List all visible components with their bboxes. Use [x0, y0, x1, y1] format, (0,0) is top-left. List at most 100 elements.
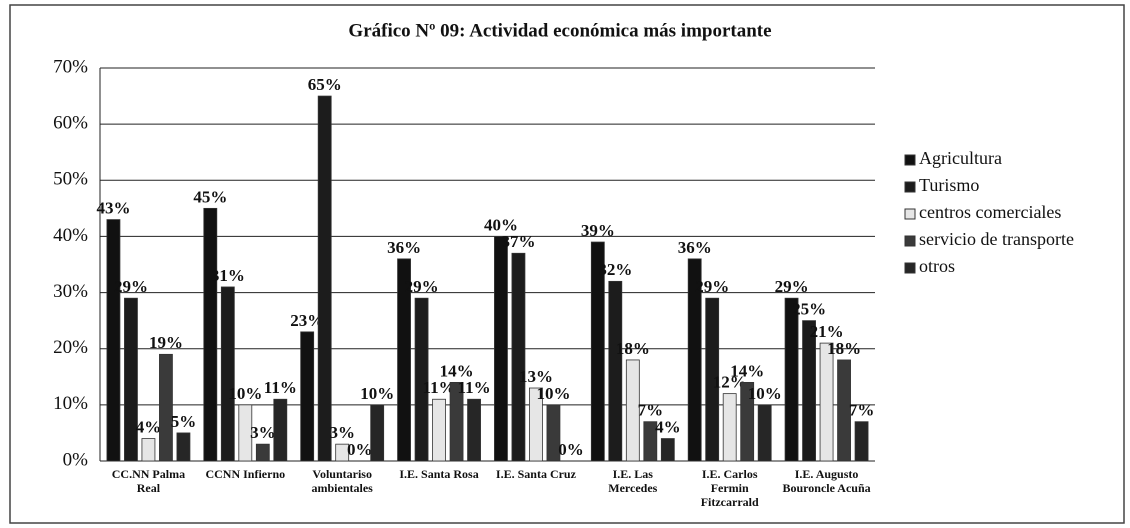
data-label: 4%: [136, 417, 162, 436]
data-label: 45%: [193, 187, 227, 206]
y-tick-label: 20%: [53, 337, 88, 358]
bar: [784, 297, 799, 462]
bar: [159, 353, 173, 462]
data-label: 31%: [211, 266, 245, 285]
data-label: 32%: [598, 260, 632, 279]
data-label: 29%: [695, 277, 729, 296]
legend-label: otros: [919, 256, 955, 276]
data-label: 37%: [501, 232, 535, 251]
data-label: 36%: [387, 238, 421, 257]
bar: [176, 432, 191, 462]
x-tick-label: I.E. Santa Cruz: [495, 467, 576, 481]
x-tick-label: I.E. Carlos Fermin Fitzcarrald: [700, 467, 759, 509]
legend-label: Turismo: [919, 175, 979, 195]
bar: [625, 359, 640, 462]
data-label: 13%: [519, 367, 553, 386]
bar: [687, 258, 702, 462]
bar: [335, 443, 350, 462]
x-tick-label: I.E. Santa Rosa: [399, 467, 479, 481]
bar: [397, 258, 411, 462]
data-label: 3%: [250, 423, 276, 442]
y-tick-label: 50%: [53, 169, 88, 190]
bar: [370, 404, 385, 462]
data-label: 11%: [423, 378, 456, 397]
data-label: 29%: [114, 277, 148, 296]
chart-border: [9, 4, 1125, 524]
data-label: 10%: [748, 384, 782, 403]
data-label: 43%: [96, 198, 130, 217]
legend-swatch: [904, 181, 916, 193]
data-label: 11%: [458, 378, 491, 397]
data-label: 7%: [849, 401, 875, 420]
bar: [837, 359, 851, 462]
bar: [494, 236, 508, 462]
data-label: 19%: [149, 333, 183, 352]
bar: [705, 297, 720, 462]
data-label: 12%: [713, 373, 747, 392]
data-label: 29%: [405, 277, 439, 296]
data-label: 4%: [655, 417, 681, 436]
bar: [141, 438, 156, 462]
chart-title: Gráfico Nº 09: Actividad económica más i…: [348, 20, 771, 41]
x-tick-label: I.E. Las Mercedes: [608, 467, 658, 495]
data-label: 10%: [228, 384, 262, 403]
bar: [546, 404, 561, 462]
data-label: 39%: [581, 221, 615, 240]
legend-label: Agricultura: [919, 148, 1002, 168]
data-label: 65%: [308, 75, 342, 94]
bar: [449, 381, 464, 462]
x-tick-label: CC.NN Palma Real: [111, 467, 186, 495]
bar: [660, 438, 675, 462]
x-tick-label: CCNN Infierno: [205, 467, 286, 481]
x-tick-label: Voluntariso ambientales: [311, 467, 373, 495]
data-label: 14%: [730, 361, 764, 380]
bar: [273, 398, 288, 462]
legend-label: centros comerciales: [919, 202, 1061, 222]
data-label: 23%: [290, 311, 324, 330]
legend-label: servicio de transporte: [919, 229, 1074, 249]
bar: [722, 393, 737, 462]
y-tick-label: 40%: [53, 225, 88, 246]
y-tick-label: 70%: [53, 56, 88, 77]
data-label: 14%: [440, 361, 474, 380]
data-label: 18%: [616, 339, 650, 358]
bar: [529, 387, 543, 462]
bar: [106, 219, 121, 462]
y-tick-label: 60%: [53, 113, 88, 134]
data-label: 18%: [827, 339, 861, 358]
data-label: 36%: [678, 238, 712, 257]
bar: [511, 252, 526, 462]
bar: [220, 286, 235, 462]
bar: [203, 207, 218, 462]
data-label: 7%: [638, 401, 664, 420]
legend-swatch: [904, 235, 916, 247]
bar: [432, 398, 446, 462]
bar: [740, 381, 755, 462]
data-label: 25%: [792, 300, 826, 319]
bar: [467, 398, 481, 462]
bar: [819, 342, 834, 462]
y-tick-label: 30%: [53, 281, 88, 302]
bar: [643, 421, 658, 462]
bar: [255, 443, 270, 462]
bar: [590, 241, 605, 462]
bar: [238, 404, 253, 462]
bar: [608, 280, 623, 462]
data-label: 3%: [329, 423, 355, 442]
legend-swatch: [904, 154, 916, 166]
bar: [414, 297, 429, 462]
data-label: 40%: [484, 215, 518, 234]
data-label: 11%: [264, 378, 297, 397]
bar: [854, 421, 869, 462]
y-tick-label: 10%: [53, 393, 88, 414]
data-label: 0%: [347, 440, 373, 459]
y-tick-label: 0%: [63, 449, 89, 470]
bar: [124, 297, 138, 462]
bar: [757, 404, 772, 462]
data-label: 0%: [558, 440, 584, 459]
x-tick-label: I.E. Augusto Bouroncle Acuña: [782, 467, 871, 495]
legend-swatch: [904, 208, 916, 220]
data-label: 10%: [536, 384, 570, 403]
